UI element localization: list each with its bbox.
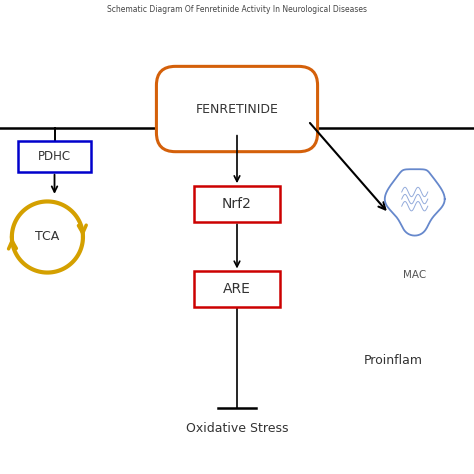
Text: PDHC: PDHC (38, 150, 71, 163)
FancyBboxPatch shape (18, 141, 91, 172)
Text: MAC: MAC (403, 270, 427, 280)
Text: Schematic Diagram Of Fenretinide Activity In Neurological Diseases: Schematic Diagram Of Fenretinide Activit… (107, 5, 367, 14)
Text: Proinflam: Proinflam (364, 354, 423, 367)
FancyBboxPatch shape (194, 186, 280, 222)
FancyBboxPatch shape (156, 66, 318, 152)
Text: FENRETINIDE: FENRETINIDE (196, 102, 278, 116)
Text: TCA: TCA (35, 230, 60, 244)
Text: Nrf2: Nrf2 (222, 197, 252, 211)
Text: ARE: ARE (223, 282, 251, 296)
FancyBboxPatch shape (194, 271, 280, 307)
Text: Oxidative Stress: Oxidative Stress (186, 422, 288, 436)
